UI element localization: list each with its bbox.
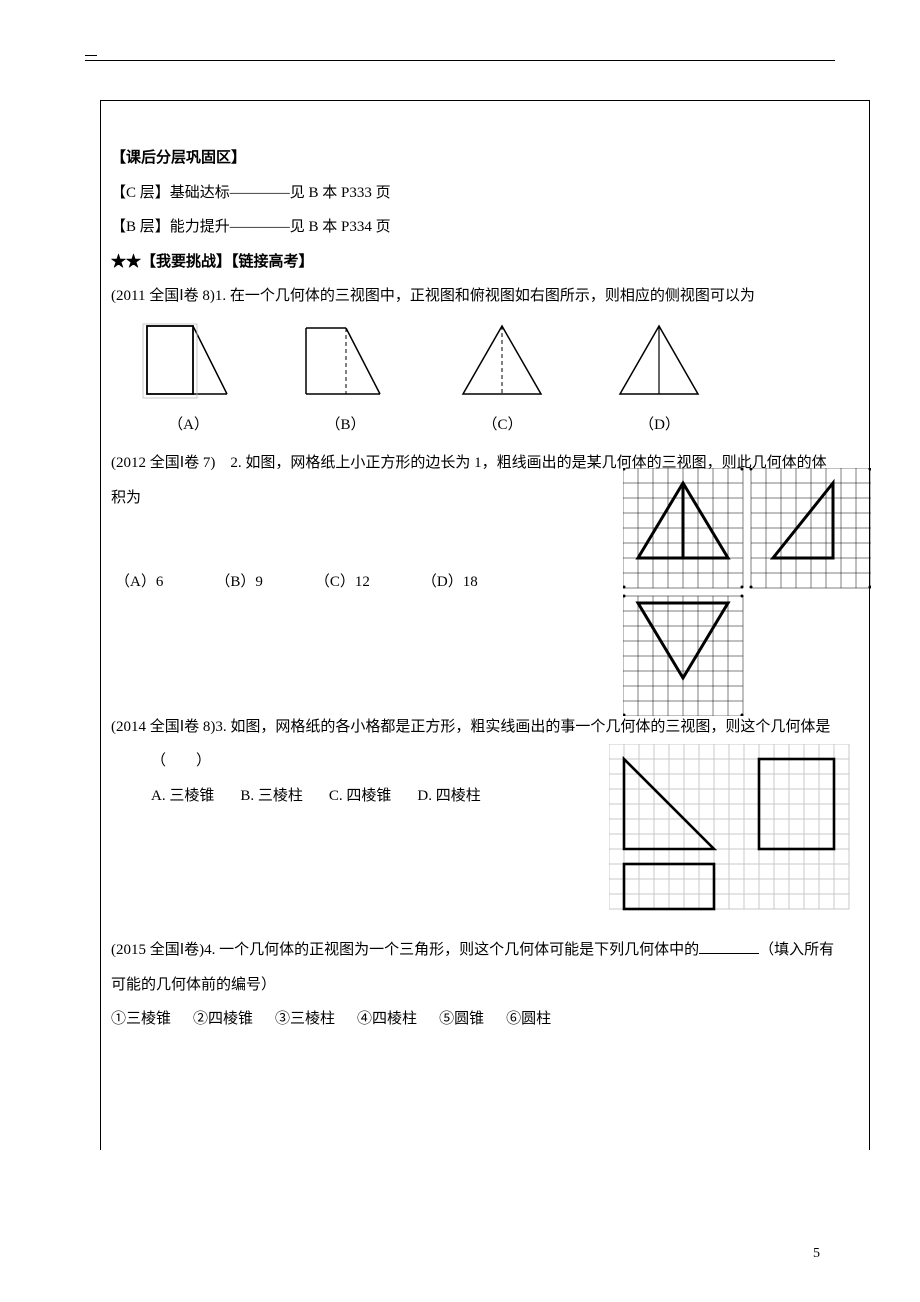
q3-stem: (2014 全国Ⅰ卷 8)3. 如图，网格纸的各小格都是正方形，粗实线画出的事一… [111, 710, 859, 745]
q4-options: ①三棱锥 ②四棱锥 ③三棱柱 ④四棱柱 ⑤圆锥 ⑥圆柱 [111, 1002, 859, 1037]
q4-opt-3: ③三棱柱 [275, 1002, 335, 1037]
q1-fig-D: （D） [612, 322, 707, 443]
section-challenge: ★★【我要挑战】【链接高考】 [111, 245, 859, 280]
q2-opt-B: （B）9 [215, 565, 263, 600]
q3-opt-B: B. 三棱柱 [240, 779, 303, 814]
q1-fig-B: （B） [298, 322, 393, 443]
q4-stem-c: 可能的几何体前的编号） [111, 968, 859, 1003]
q1-fig-C: （C） [455, 322, 550, 443]
q1-figure-row: （A） （B） （C） [111, 314, 859, 447]
q3-opt-D: D. 四棱柱 [417, 779, 480, 814]
header-rule [85, 60, 835, 61]
q3-opt-A: A. 三棱锥 [151, 779, 214, 814]
page-number: 5 [813, 1246, 820, 1262]
q4-stem-b: （填入所有 [759, 942, 834, 958]
q2-opt-A: （A）6 [115, 565, 163, 600]
q4-opt-5: ⑤圆锥 [439, 1002, 484, 1037]
q1-opt-D-label: （D） [639, 417, 680, 433]
q1-opt-A-label: （A） [168, 417, 209, 433]
question-3: (2014 全国Ⅰ卷 8)3. 如图，网格纸的各小格都是正方形，粗实线画出的事一… [111, 710, 859, 934]
q1-fig-A: （A） [141, 322, 236, 443]
section-consolidation: 【课后分层巩固区】 [111, 141, 859, 176]
q4-blank [699, 939, 759, 954]
q4-stem-a: (2015 全国Ⅰ卷)4. 一个几何体的正视图为一个三角形，则这个几何体可能是下… [111, 942, 699, 958]
q2-opt-C: （C）12 [315, 565, 370, 600]
q1-opt-C-label: （C） [482, 417, 522, 433]
section-level-c: 【C 层】基础达标————见 B 本 P333 页 [111, 176, 859, 211]
question-4: (2015 全国Ⅰ卷)4. 一个几何体的正视图为一个三角形，则这个几何体可能是下… [111, 933, 859, 1037]
q1-stem: (2011 全国Ⅰ卷 8)1. 在一个几何体的三视图中，正视图和俯视图如右图所示… [111, 279, 859, 314]
question-1: (2011 全国Ⅰ卷 8)1. 在一个几何体的三视图中，正视图和俯视图如右图所示… [111, 279, 859, 446]
section-level-b: 【B 层】能力提升————见 B 本 P334 页 [111, 210, 859, 245]
q2-grid-figure [623, 468, 871, 730]
q4-opt-4: ④四棱柱 [357, 1002, 417, 1037]
q2-opt-D: （D）18 [422, 565, 478, 600]
q4-opt-1: ①三棱锥 [111, 1002, 171, 1037]
q1-opt-B-label: （B） [325, 417, 365, 433]
question-2: (2012 全国Ⅰ卷 7) 2. 如图，网格纸上小正方形的边长为 1，粗线画出的… [111, 446, 859, 600]
content-frame: 【课后分层巩固区】 【C 层】基础达标————见 B 本 P333 页 【B 层… [100, 100, 870, 1150]
header-rule-short [85, 55, 97, 56]
q4-stem-line1: (2015 全国Ⅰ卷)4. 一个几何体的正视图为一个三角形，则这个几何体可能是下… [111, 933, 859, 968]
q3-grid-figure [609, 744, 859, 933]
q3-opt-C: C. 四棱锥 [329, 779, 392, 814]
q4-opt-6: ⑥圆柱 [506, 1002, 551, 1037]
q4-opt-2: ②四棱锥 [193, 1002, 253, 1037]
